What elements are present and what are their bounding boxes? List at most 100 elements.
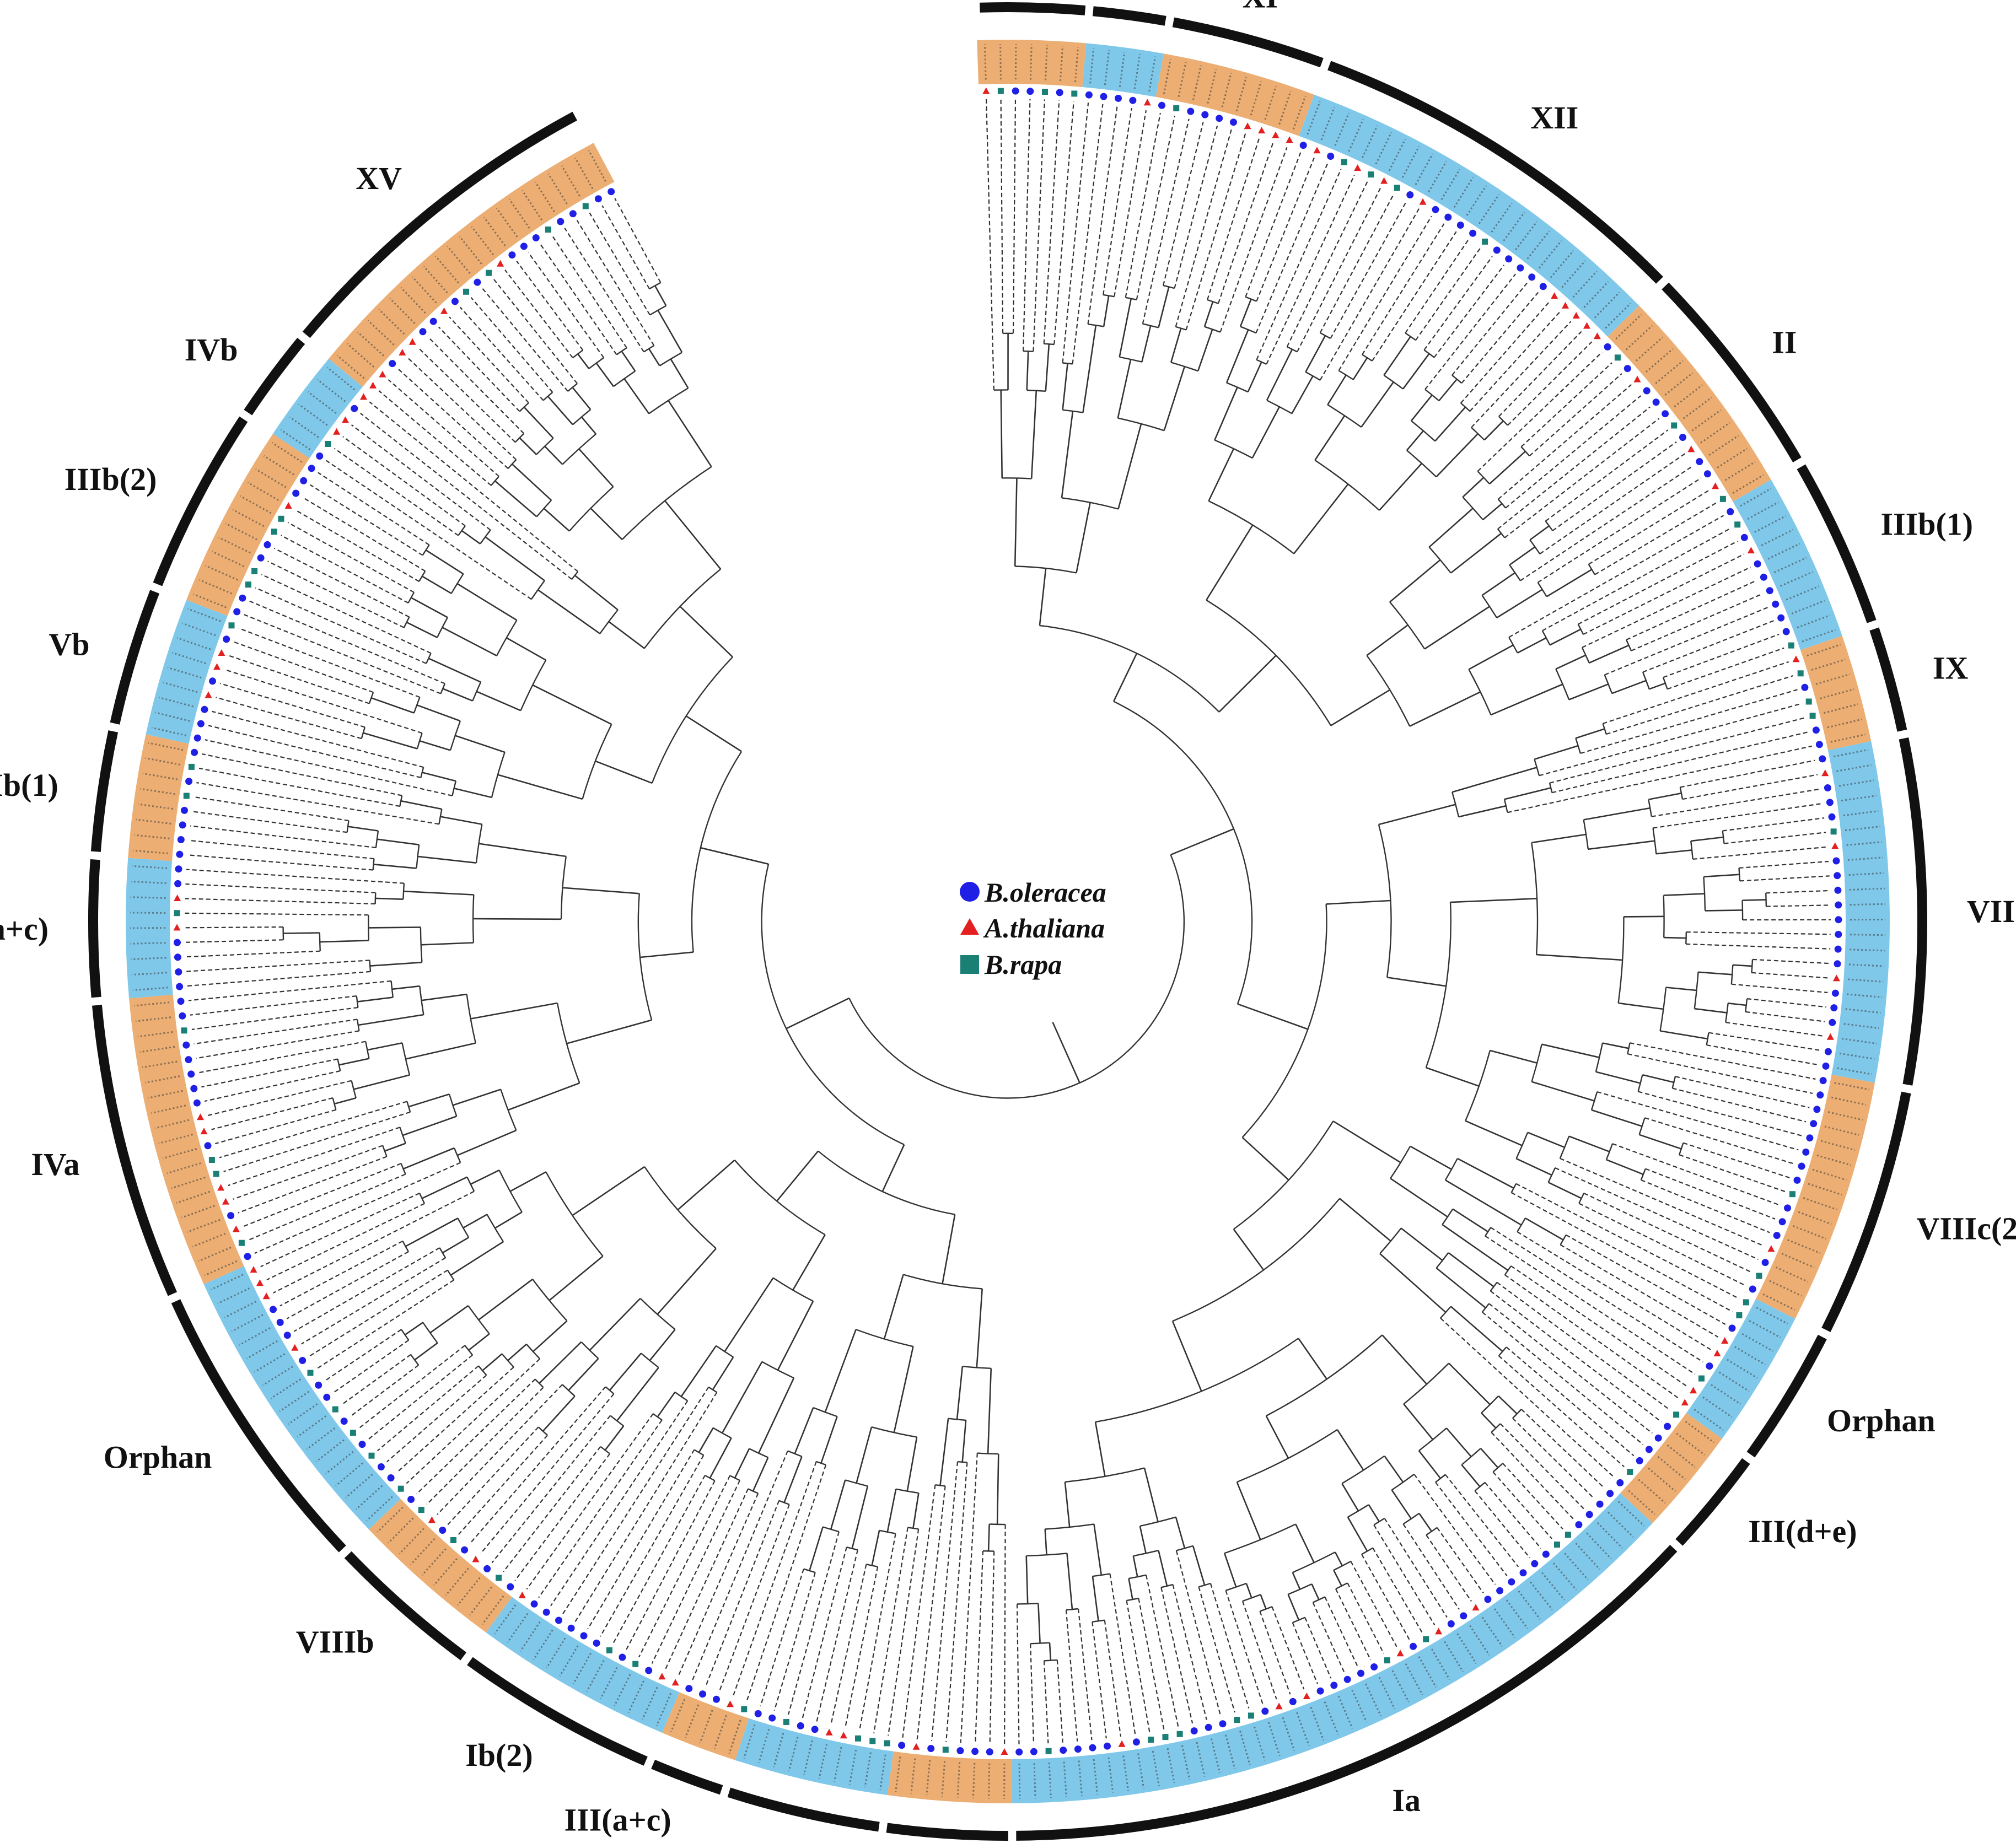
tree-branch [1502, 1463, 1563, 1530]
species-marker-a-thaliana [408, 338, 416, 345]
tree-branch [1104, 1620, 1122, 1737]
tree-branch-arc [1103, 294, 1115, 298]
clade-ring-segment [1662, 282, 1802, 462]
tree-branch-arc [368, 692, 374, 704]
tree-branch [421, 993, 467, 1001]
tree-branch [608, 621, 645, 649]
tree-branch [792, 1234, 826, 1291]
clade-band [735, 1718, 894, 1795]
tree-branch [1381, 1334, 1428, 1385]
species-marker-a-thaliana [727, 1700, 734, 1707]
tree-branch [442, 627, 497, 656]
species-marker-b-oleracea [407, 1496, 415, 1503]
tree-branch [1515, 1158, 1552, 1176]
tree-branch [1062, 363, 1068, 410]
clade-ring-segment [980, 2, 1086, 15]
tree-branch [960, 1453, 978, 1743]
species-marker-b-oleracea [1801, 683, 1809, 691]
species-marker-b-oleracea [389, 360, 396, 368]
species-marker-b-oleracea [1289, 1698, 1297, 1705]
tree-branch [1548, 1182, 1582, 1199]
tree-branch [1591, 1109, 1642, 1127]
clade-ring-segment [90, 730, 119, 852]
species-marker-b-oleracea [1728, 1324, 1736, 1332]
species-marker-b-oleracea [1761, 1259, 1769, 1267]
tree-branch [360, 413, 572, 580]
tree-branch [1505, 395, 1642, 509]
tree-branch [1206, 524, 1254, 601]
species-marker-a-thaliana [1826, 1033, 1834, 1040]
tree-branch [368, 926, 421, 929]
species-marker-b-oleracea [1190, 1727, 1198, 1735]
species-marker-b-oleracea [768, 1714, 776, 1722]
tree-branch [504, 270, 573, 358]
species-marker-b-oleracea [1357, 1669, 1364, 1677]
tree-branch [577, 353, 590, 369]
tree-branch [1436, 1267, 1486, 1309]
tree-branch [824, 1329, 857, 1413]
tree-branch [1223, 1553, 1237, 1587]
species-marker-b-rapa [1071, 90, 1078, 97]
species-marker-b-oleracea [1370, 1663, 1378, 1670]
tree-branch [479, 843, 566, 858]
tree-branch [188, 980, 391, 1001]
tree-branch [609, 1352, 642, 1391]
tree-branch [1722, 817, 1825, 832]
tree-branch-arc [1531, 1044, 1542, 1082]
species-marker-b-oleracea [1793, 1176, 1801, 1184]
species-marker-b-rapa [582, 203, 589, 209]
species-marker-b-oleracea [1835, 916, 1842, 924]
species-marker-b-oleracea [257, 554, 265, 562]
species-marker-b-oleracea [244, 1253, 251, 1260]
tree-branch [1481, 572, 1515, 596]
clade-band [1800, 635, 1872, 751]
tree-branch [1450, 1306, 1503, 1352]
tree-branch-arc [1225, 1582, 1247, 1591]
species-marker-b-oleracea [1645, 1446, 1653, 1453]
tree-branch [1433, 265, 1505, 358]
tree-branch [267, 561, 405, 628]
tree-branch-arc [480, 529, 491, 545]
species-marker-b-rapa [174, 910, 180, 917]
tree-branch [1237, 1003, 1308, 1030]
tree-branch [1413, 1474, 1496, 1585]
species-marker-a-thaliana [284, 502, 292, 509]
tree-branch [347, 826, 379, 832]
tree-branch [1324, 1597, 1358, 1667]
tree-branch [334, 448, 459, 536]
tree-branch [856, 1426, 873, 1484]
tree-branch [255, 587, 427, 664]
tree-branch [612, 1475, 706, 1644]
tree-branch [664, 500, 722, 570]
tree-branch [1266, 349, 1293, 401]
tree-branch-arc [1640, 1168, 1647, 1181]
tree-branch-arc [1095, 1338, 1299, 1423]
tree-branch [469, 1386, 606, 1545]
tree-branch-arc [1327, 404, 1362, 428]
clade-label: Orphan [104, 1439, 212, 1475]
tree-branch [1752, 958, 1830, 964]
tree-branch [1708, 1032, 1821, 1051]
tree-branch [1552, 731, 1809, 794]
tree-branch [1185, 133, 1246, 330]
species-marker-b-rapa [1394, 185, 1400, 191]
tree-branch [721, 1361, 763, 1434]
species-marker-b-oleracea [1740, 534, 1748, 541]
tree-branch [1293, 483, 1349, 554]
species-marker-b-oleracea [179, 1012, 186, 1020]
tree-branch-arc [1030, 1642, 1050, 1645]
tree-branch [1418, 1450, 1442, 1479]
clade-label: III(d+e) [1748, 1513, 1857, 1549]
tree-branch [712, 1356, 734, 1391]
tree-branch [1575, 728, 1605, 739]
tree-branch [404, 1322, 423, 1335]
tree-branch [202, 753, 402, 796]
tree-branch [1496, 589, 1543, 619]
tree-branch [192, 811, 347, 833]
tree-branch [1225, 329, 1249, 383]
species-marker-b-oleracea [557, 218, 565, 225]
species-marker-b-oleracea [713, 1695, 720, 1703]
tree-branch [1627, 1053, 1813, 1094]
tree-branch-arc [536, 499, 552, 518]
tree-branch [1266, 175, 1355, 365]
